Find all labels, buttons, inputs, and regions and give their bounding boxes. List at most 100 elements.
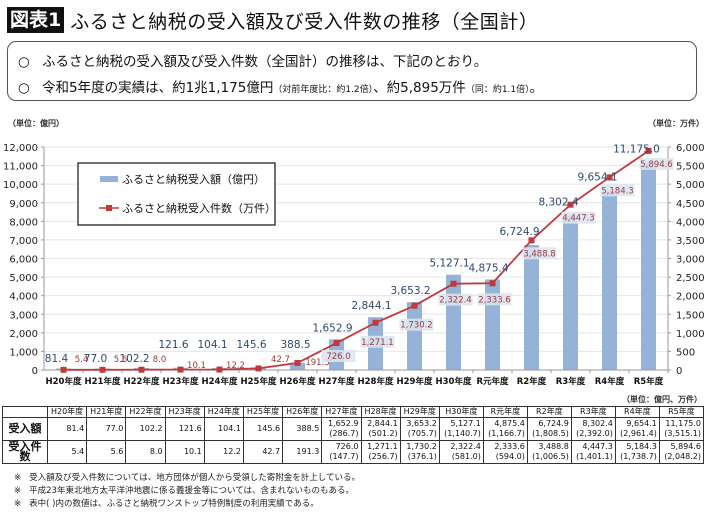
cell-value: 5.4 [71,447,85,456]
cell-value: 104.1 [218,424,241,433]
line-value-label: 4,447.3 [562,214,594,224]
cell-value: 81.4 [66,424,85,433]
bar [485,279,500,370]
table-cell: 42.7 [242,440,284,464]
bar-value-label: 3,653.2 [390,285,430,297]
left-tick-label: 9,000 [9,199,38,210]
left-tick-label: 1,000 [9,347,38,358]
cell-value: 9,654.1 [626,419,657,428]
cell-value: 5,894.6 [670,442,701,451]
table-unit: （単位：億円、万件） [622,395,702,404]
right-tick-label: 5,500 [676,162,705,173]
table-column-header: H27年度 [321,406,362,418]
left-tick-label: 3,000 [9,310,38,321]
table-cell: 81.4 [46,417,88,441]
table-cell: 1,730.2 (376.1) [399,440,440,464]
cell-value: 5,184.3 [626,442,657,451]
cell-subvalue: (1,166.7) [488,429,525,438]
bar [524,245,539,370]
cell-value: 1,730.2 [406,442,437,451]
line-label-bg [600,184,635,197]
cell-value: 102.2 [139,424,163,433]
left-tick-label: 4,000 [9,292,38,303]
bar [407,302,422,370]
right-tick-label: 4,500 [676,199,705,210]
table-column-header: H28年度 [360,406,401,418]
legend-bar-swatch [100,176,118,182]
bar-value-label: 81.4 [45,353,69,365]
table-cell: 3,653.2 (705.7) [399,417,440,441]
x-tick-label: R元年度 [476,376,509,387]
right-axis-unit: （単位：万件） [648,119,704,128]
cell-value: 121.6 [178,424,202,433]
x-tick-label: H21年度 [85,376,121,387]
line-value-label: 1,730.2 [400,321,432,331]
bar-value-label: 1,652.9 [312,322,352,334]
table-column-header: R3年度 [570,406,616,418]
notes: ※ 受入額及び受入件数については、地方団体が個人から受領した寄附金を計上している。… [14,472,360,511]
summary-text: 。 [529,80,544,96]
cell-subvalue: (376.1) [407,452,437,461]
cell-value: 2,844.1 [367,419,398,428]
cell-value: 8.0 [149,447,163,456]
table-column-header: R元年度 [482,406,528,418]
line-marker [489,280,496,287]
line-marker [99,366,106,373]
table-column-header: H20年度 [46,406,88,418]
table-cell: 11,175.0 (3,515.1) [658,417,705,441]
right-tick-label: 6,000 [676,143,705,154]
right-tick-label: 4,000 [676,217,705,228]
x-tick-label: H29年度 [397,376,433,387]
line-value-label: 12.2 [226,361,245,371]
line-value-label: 8.0 [153,355,167,365]
bar-value-label: 4,875.4 [468,262,508,274]
note-item: ※ 表中( )内の数値は、ふるさと納税ワンストップ特例制度の利用実績である。 [14,498,360,511]
bar-value-label: 388.5 [280,339,310,351]
series-line [63,150,650,371]
bar-value-label: 77.0 [84,353,107,365]
data-table: H20年度 H21年度 H22年度 H23年度 H24年度 H25年度 H26年度 H27年度… [2,406,705,464]
line-label-bg [399,318,434,331]
line-label-bg [561,211,596,224]
right-tick-label: 5,000 [676,180,705,191]
x-tick-label: H24年度 [202,376,238,387]
cell-value: 726.0 [335,442,359,451]
table-row: 受入件数 5.4 5.6 8.0 10.1 12.2 42.7 191.3 726.0 (147.… [2,440,705,464]
summary-note: （対前年度比：約1.2倍） [273,85,374,95]
bar [641,162,656,370]
note-item: ※ 受入額及び受入件数については、地方団体が個人から受領した寄附金を計上している。 [14,472,360,485]
right-tick-label: 1,500 [676,310,705,321]
left-tick-label: 6,000 [9,255,38,266]
bar [563,215,578,370]
left-tick-label: 11,000 [3,162,38,173]
cell-value: 1,652.9 [327,419,359,428]
figure-badge: 図表1 [7,7,65,33]
table-row-header: 受入件数 [2,440,48,464]
cell-value: 10.1 [183,447,202,456]
bar-value-label: 104.1 [197,339,227,351]
cell-value: 11,175.0 [665,419,701,428]
x-tick-label: H23年度 [163,376,199,387]
table-cell: 5,894.6 (2,048.2) [658,440,705,464]
line-series [60,147,652,373]
legend-box [77,162,276,226]
summary-text: ふるさと納税の受入額及び受入件数（全国計）の推移は、下記のとおり。 [42,54,488,70]
table-cell: 4,447.3 (1,401.1) [570,440,616,464]
table-cell: 121.6 [164,417,205,441]
chart: 0 1,000 2,000 3,000 4,000 5,000 6,000 7,000 8,00… [3,143,705,387]
table-cell: 388.5 [282,417,323,441]
left-axis-unit: （単位：億円） [8,119,64,128]
x-axis: H20年度 H21年度 H22年度 H23年度 H24年度 H25年度 H26年度 H27年度… [44,369,669,387]
data-labels: 81.4 77.0 102.2 121.6 104.1 145.6 388.51,652.9… [45,143,674,371]
table-cell: 12.2 [203,440,244,464]
table-cell: 6,724.9 (1,808.5) [526,417,572,441]
table-cell: 104.1 [203,417,244,441]
cell-value: 4,447.3 [582,442,613,451]
table-cell: 5,184.3 (1,738.7) [614,440,660,464]
line-value-label: 191.3 [305,358,329,368]
line-value-label: 5.6 [114,355,128,365]
cell-subvalue: (286.7) [329,429,359,438]
table-cell: 1,271.1 (256.7) [360,440,401,464]
line-value-label: 3,488.8 [523,249,555,259]
cell-subvalue: (594.0) [495,452,525,461]
